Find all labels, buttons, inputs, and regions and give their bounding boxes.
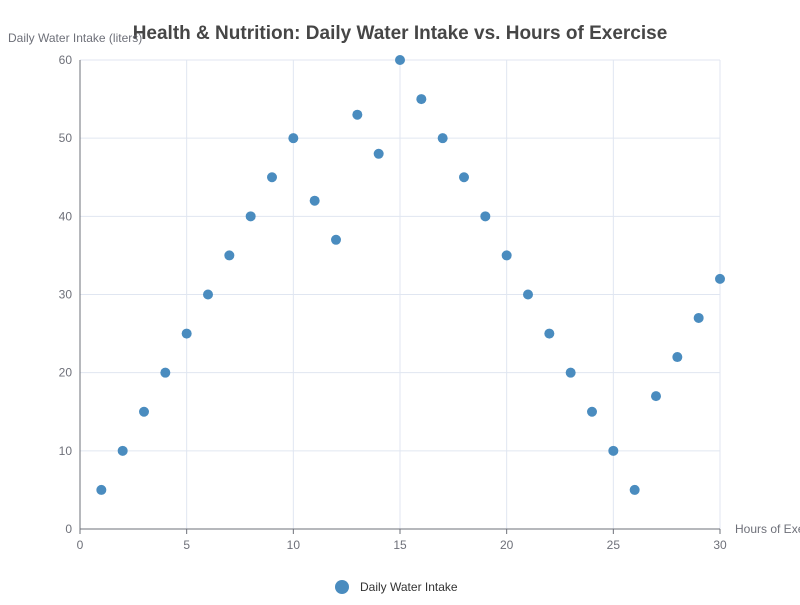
data-point[interactable] (224, 250, 235, 261)
data-point[interactable] (715, 273, 725, 284)
data-point[interactable] (501, 250, 512, 261)
x-tick-label: 0 (77, 538, 84, 552)
data-point[interactable] (480, 211, 491, 222)
legend[interactable]: Daily Water Intake (335, 580, 458, 594)
legend-marker-icon[interactable] (335, 580, 349, 594)
data-point[interactable] (523, 289, 533, 300)
data-point[interactable] (288, 133, 299, 144)
grid (80, 59, 721, 529)
data-point[interactable] (160, 367, 171, 378)
data-point[interactable] (565, 367, 576, 378)
data-point[interactable] (608, 445, 619, 456)
data-point[interactable] (437, 133, 448, 144)
data-points (96, 55, 725, 495)
data-point[interactable] (203, 289, 213, 300)
legend-label[interactable]: Daily Water Intake (360, 580, 458, 594)
x-tick-label: 10 (287, 538, 301, 552)
axes: 0 10 20 30 40 50 60 0 5 10 15 20 25 30 (59, 53, 727, 552)
data-point[interactable] (267, 172, 277, 183)
x-tick-label: 25 (607, 538, 621, 552)
data-point[interactable] (96, 484, 107, 495)
y-tick-label: 20 (59, 366, 73, 380)
data-point[interactable] (181, 328, 192, 339)
y-tick-label: 30 (59, 288, 73, 302)
x-tick-label: 30 (713, 538, 727, 552)
data-point[interactable] (245, 211, 256, 222)
data-point[interactable] (352, 109, 363, 120)
data-point[interactable] (693, 312, 704, 323)
data-point[interactable] (117, 445, 128, 456)
x-tick-label: 20 (500, 538, 514, 552)
data-point[interactable] (395, 55, 405, 65)
y-tick-label: 50 (59, 131, 73, 145)
data-point[interactable] (139, 406, 149, 417)
x-axis-title: Hours of Exercise (735, 522, 800, 536)
chart-title: Health & Nutrition: Daily Water Intake v… (133, 23, 668, 44)
y-tick-label: 60 (59, 53, 73, 67)
data-point[interactable] (651, 391, 661, 402)
y-tick-label: 10 (59, 444, 73, 458)
data-point[interactable] (459, 172, 469, 183)
data-point[interactable] (416, 94, 427, 105)
data-point[interactable] (672, 352, 683, 363)
data-point[interactable] (587, 406, 597, 417)
data-point[interactable] (373, 148, 384, 159)
x-tick-label: 15 (393, 538, 407, 552)
y-tick-label: 40 (59, 209, 73, 223)
y-tick-label: 0 (65, 522, 72, 536)
data-point[interactable] (544, 328, 555, 339)
data-point[interactable] (309, 195, 320, 206)
data-point[interactable] (331, 234, 341, 245)
x-tick-label: 5 (183, 538, 190, 552)
y-axis-title: Daily Water Intake (liters) (8, 31, 142, 45)
data-point[interactable] (629, 484, 640, 495)
